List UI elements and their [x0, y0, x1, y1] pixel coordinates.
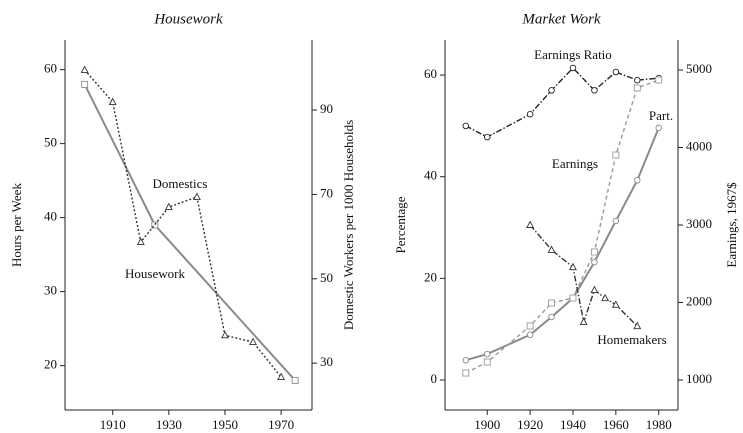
y2-axis-label: Earnings, 1967$ — [724, 182, 739, 268]
annotation: Earnings Ratio — [534, 47, 612, 62]
marker — [633, 84, 641, 92]
marker — [569, 262, 577, 271]
y-tick-label: 60 — [44, 61, 57, 76]
y2-tick-label: 30 — [320, 354, 333, 369]
marker — [590, 285, 599, 294]
chart-title: Market Work — [521, 11, 601, 27]
marker — [526, 331, 534, 339]
marker — [612, 68, 620, 76]
y-tick-label: 60 — [424, 66, 437, 81]
y-tick-label: 40 — [44, 209, 57, 224]
marker — [526, 322, 534, 330]
y-tick-label: 20 — [44, 357, 57, 372]
y-tick-label: 50 — [44, 135, 57, 150]
x-tick-label: 1960 — [603, 417, 629, 432]
y2-tick-label: 4000 — [686, 138, 712, 153]
y2-tick-label: 1000 — [686, 371, 712, 386]
marker — [548, 87, 555, 94]
marker — [655, 124, 662, 132]
x-tick-label: 1970 — [268, 417, 294, 432]
marker — [81, 80, 89, 88]
y-tick-label: 40 — [424, 168, 437, 183]
marker — [548, 299, 555, 307]
series-line — [84, 69, 282, 378]
marker — [601, 293, 610, 302]
y-tick-label: 20 — [424, 269, 437, 284]
marker — [579, 317, 588, 326]
marker — [547, 245, 556, 253]
y-tick-label: 30 — [44, 283, 57, 298]
x-tick-label: 1980 — [646, 417, 672, 432]
y2-tick-label: 5000 — [686, 61, 712, 76]
y2-tick-label: 3000 — [686, 216, 712, 231]
annotation: Housework — [125, 266, 185, 281]
x-tick-label: 1950 — [212, 417, 238, 432]
marker — [462, 356, 470, 364]
marker — [612, 217, 620, 225]
marker — [221, 330, 229, 339]
marker — [291, 376, 299, 384]
marker — [164, 202, 173, 211]
y2-tick-label: 70 — [320, 185, 333, 200]
x-tick-label: 1900 — [474, 417, 500, 432]
marker — [483, 133, 491, 141]
marker — [151, 221, 159, 229]
series-line — [529, 224, 638, 327]
marker — [462, 122, 470, 130]
marker — [80, 65, 89, 73]
y-tick-label: 0 — [431, 371, 438, 386]
marker — [569, 64, 577, 72]
annotation: Part. — [649, 108, 673, 123]
marker — [548, 313, 555, 321]
x-tick-label: 1930 — [156, 417, 182, 432]
x-tick-label: 1940 — [560, 417, 586, 432]
marker — [612, 151, 620, 159]
marker — [634, 177, 641, 184]
marker — [483, 350, 491, 358]
marker — [591, 258, 598, 266]
x-tick-label: 1920 — [517, 417, 543, 432]
marker — [108, 97, 117, 105]
y-axis-label: Hours per Week — [9, 183, 24, 267]
annotation: Domestics — [153, 176, 208, 191]
marker — [526, 220, 535, 228]
marker — [249, 337, 258, 346]
marker — [462, 369, 470, 377]
series-line — [83, 83, 296, 382]
annotation: Homemakers — [597, 332, 666, 347]
marker — [192, 192, 201, 200]
series-line — [465, 66, 659, 138]
marker — [590, 248, 598, 256]
y2-tick-label: 2000 — [686, 293, 712, 308]
marker — [277, 372, 286, 381]
marker — [591, 87, 598, 94]
marker — [569, 294, 577, 302]
y2-tick-label: 90 — [320, 101, 333, 116]
y2-tick-label: 50 — [320, 270, 333, 285]
marker — [526, 110, 534, 118]
marker — [611, 300, 620, 308]
series-line — [465, 79, 659, 374]
marker — [136, 237, 145, 246]
chart-title: Housework — [153, 11, 223, 27]
marker — [634, 76, 641, 84]
marker — [633, 321, 642, 330]
annotation: Earnings — [552, 156, 598, 171]
y-axis-label: Percentage — [393, 196, 408, 253]
y2-axis-label: Domestic Workers per 1000 Households — [341, 120, 356, 330]
x-tick-label: 1910 — [100, 417, 126, 432]
marker — [655, 76, 663, 84]
marker — [483, 358, 491, 366]
